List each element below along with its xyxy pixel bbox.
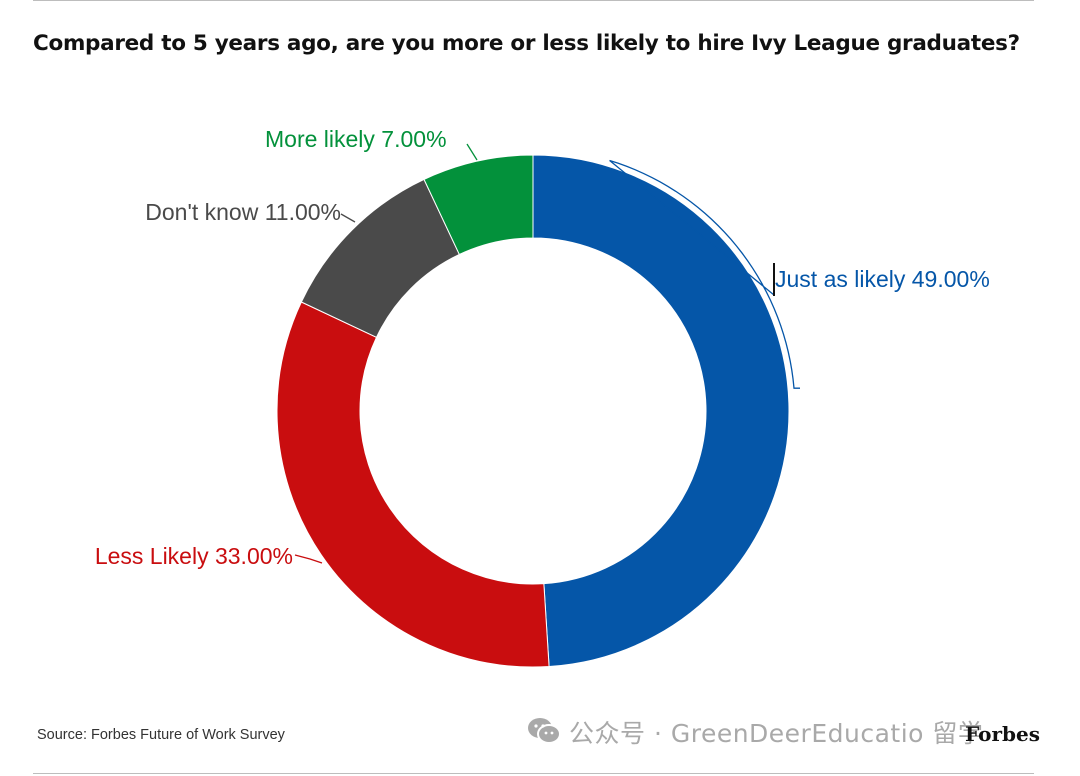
leader-more-likely xyxy=(466,143,478,161)
leader-dont-know xyxy=(340,213,356,223)
forbes-logo: Forbes xyxy=(965,722,1040,746)
wechat-icon xyxy=(527,717,561,751)
watermark: 公众号 · GreenDeerEducatio 留学 xyxy=(527,714,983,751)
bottom-divider xyxy=(33,773,1034,774)
chart-title: Compared to 5 years ago, are you more or… xyxy=(33,31,1020,56)
source-note: Source: Forbes Future of Work Survey xyxy=(37,727,285,743)
label-just-as-likely: Just as likely 49.00% xyxy=(775,266,990,292)
watermark-text: 公众号 · GreenDeerEducatio 留学 xyxy=(569,719,984,748)
chart-leader-lines xyxy=(294,143,801,564)
chart-slices xyxy=(276,154,790,668)
slice-more-likely xyxy=(423,154,534,256)
label-more-likely: More likely 7.00% xyxy=(265,126,447,152)
label-less-likely: Less Likely 33.00% xyxy=(95,543,293,569)
slice-just-as-likely xyxy=(532,154,790,668)
top-divider xyxy=(33,0,1034,1)
chart-labels: Just as likely 49.00% Less Likely 33.00% D… xyxy=(95,126,990,569)
label-don-t-know: Don't know 11.00% xyxy=(145,199,341,225)
leader-less-likely xyxy=(294,554,323,564)
leader-just-as-likely xyxy=(609,159,801,389)
slice-less-likely xyxy=(276,301,550,668)
